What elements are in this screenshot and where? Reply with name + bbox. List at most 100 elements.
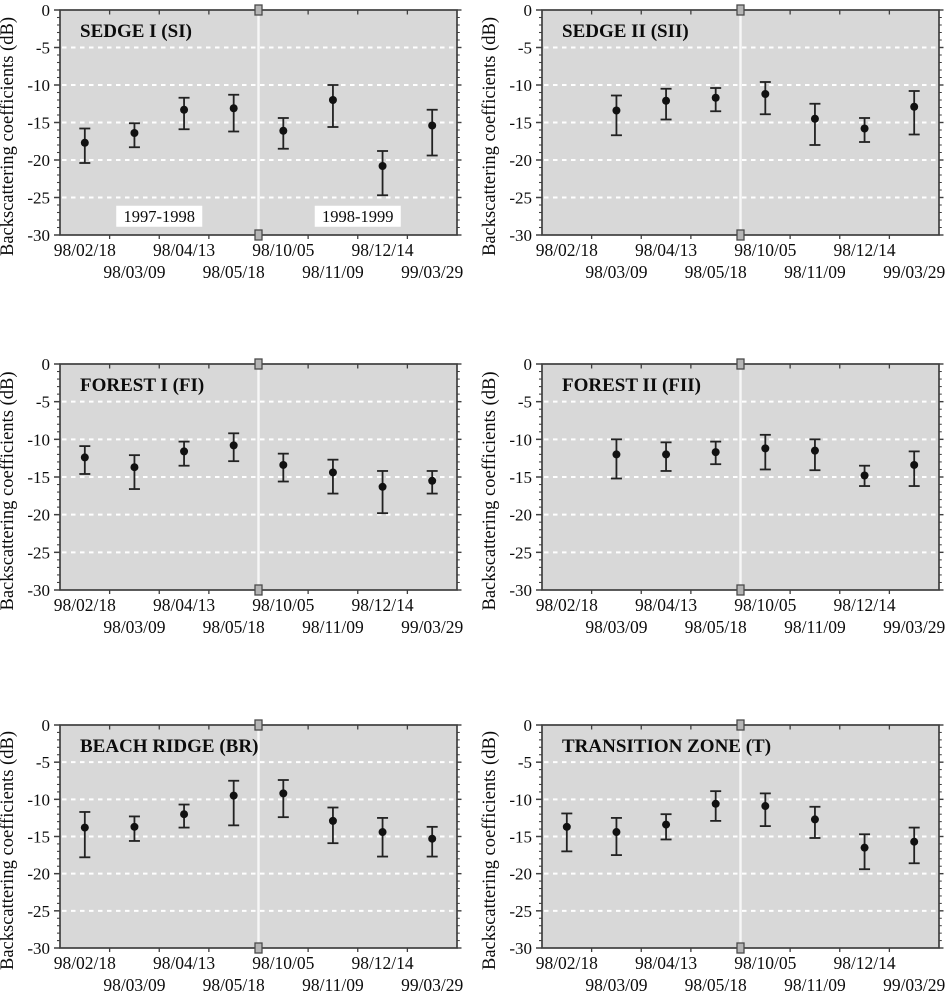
data-point bbox=[378, 162, 387, 170]
error-bar bbox=[610, 817, 622, 856]
y-tick-label: -25 bbox=[27, 543, 50, 562]
x-tick-label: 98/11/09 bbox=[302, 975, 364, 995]
x-tick-label: 98/03/09 bbox=[585, 617, 647, 637]
y-tick-label: 0 bbox=[524, 716, 533, 735]
data-point bbox=[810, 815, 819, 824]
annotation-label: 1998-1999 bbox=[322, 207, 394, 226]
data-point bbox=[378, 482, 387, 491]
chart-title: BEACH RIDGE (BR) bbox=[80, 736, 258, 757]
x-tick-label: 98/12/14 bbox=[351, 240, 413, 260]
y-tick-label: -10 bbox=[27, 790, 50, 809]
data-point bbox=[662, 96, 671, 105]
y-tick-label: -25 bbox=[27, 902, 50, 921]
y-tick-label: -15 bbox=[509, 828, 532, 847]
x-tick-label: 98/02/18 bbox=[54, 595, 116, 615]
chart-title: TRANSITION ZONE (T) bbox=[562, 736, 771, 757]
chart-forest-i-fi: FOREST I (FI) 0 -5 -10 -15 -20 -25 -30 Backscatt… bbox=[0, 355, 464, 637]
y-tick-label: -25 bbox=[509, 543, 532, 562]
y-tick-label: -20 bbox=[509, 151, 532, 170]
y-axis-label: Backscattering coefficients (dB) bbox=[480, 731, 500, 970]
x-tick-label: 98/05/18 bbox=[685, 262, 747, 282]
data-point bbox=[860, 471, 869, 480]
data-point bbox=[562, 822, 571, 831]
axis-break-icon bbox=[254, 358, 263, 370]
x-tick-label: 98/03/09 bbox=[103, 975, 165, 995]
error-bar bbox=[277, 779, 289, 819]
y-tick-label: -5 bbox=[518, 39, 532, 58]
axis-break-icon bbox=[736, 4, 745, 16]
y-tick-label: -5 bbox=[518, 393, 532, 412]
error-bar bbox=[228, 779, 240, 827]
data-point bbox=[761, 90, 770, 98]
data-point bbox=[711, 799, 720, 808]
chart-title: SEDGE I (SI) bbox=[80, 21, 192, 42]
x-tick-label: 98/12/14 bbox=[833, 953, 895, 973]
error-bar bbox=[128, 454, 140, 490]
x-tick-label: 99/03/29 bbox=[401, 975, 463, 995]
y-tick-label: -30 bbox=[27, 226, 50, 245]
x-tick-label: 99/03/29 bbox=[883, 262, 945, 282]
data-point bbox=[80, 453, 89, 462]
error-bar bbox=[327, 458, 339, 495]
y-tick-label: -30 bbox=[509, 581, 532, 600]
y-tick-label: -15 bbox=[27, 468, 50, 487]
error-bar bbox=[377, 150, 389, 197]
data-point bbox=[910, 102, 919, 111]
chart-beach-ridge-br: BEACH RIDGE (BR) 0 -5 -10 -15 -20 -25 -30 Backsc… bbox=[0, 716, 464, 995]
y-tick-label: -5 bbox=[36, 39, 50, 58]
data-point bbox=[279, 126, 288, 135]
data-point bbox=[130, 129, 139, 137]
x-tick-label: 98/04/13 bbox=[635, 240, 697, 260]
error-bar bbox=[228, 93, 240, 133]
x-tick-label: 98/03/09 bbox=[585, 262, 647, 282]
x-tick-label: 98/02/18 bbox=[536, 240, 598, 260]
y-tick-label: -25 bbox=[509, 902, 532, 921]
x-tick-label: 98/04/13 bbox=[153, 595, 215, 615]
x-tick-label: 98/10/05 bbox=[252, 595, 314, 615]
x-tick-label: 99/03/29 bbox=[401, 262, 463, 282]
x-tick-label: 98/02/18 bbox=[54, 953, 116, 973]
data-point bbox=[180, 447, 189, 456]
y-tick-label: 0 bbox=[42, 355, 51, 374]
y-axis-label: Backscattering coefficients (dB) bbox=[0, 17, 18, 256]
data-point bbox=[662, 820, 671, 829]
x-tick-label: 98/10/05 bbox=[252, 240, 314, 260]
error-bar bbox=[610, 438, 622, 480]
y-tick-label: -30 bbox=[27, 581, 50, 600]
y-tick-label: 0 bbox=[42, 716, 51, 735]
x-tick-label: 98/03/09 bbox=[103, 262, 165, 282]
x-tick-label: 98/12/14 bbox=[351, 595, 413, 615]
y-axis-label: Backscattering coefficients (dB) bbox=[480, 371, 500, 610]
data-point bbox=[910, 460, 919, 469]
chart-forest-ii-fii: FOREST II (FII) 0 -5 -10 -15 -20 -25 -30 Backsca… bbox=[480, 355, 946, 637]
x-tick-label: 98/05/18 bbox=[685, 617, 747, 637]
x-tick-label: 98/10/05 bbox=[252, 953, 314, 973]
data-point bbox=[711, 93, 720, 102]
x-tick-label: 98/05/18 bbox=[203, 617, 265, 637]
x-tick-label: 98/11/09 bbox=[784, 262, 846, 282]
error-bar bbox=[327, 806, 339, 845]
y-axis-label: Backscattering coefficients (dB) bbox=[480, 17, 500, 256]
data-point bbox=[130, 822, 139, 831]
x-tick-label: 99/03/29 bbox=[883, 975, 945, 995]
error-bar bbox=[79, 811, 91, 859]
x-tick-label: 98/12/14 bbox=[351, 953, 413, 973]
axis-break-icon bbox=[736, 584, 745, 596]
data-point bbox=[378, 828, 387, 837]
y-tick-label: -15 bbox=[27, 114, 50, 133]
y-tick-label: -15 bbox=[509, 468, 532, 487]
data-point bbox=[328, 96, 337, 104]
y-tick-label: -30 bbox=[509, 226, 532, 245]
y-tick-label: -20 bbox=[27, 151, 50, 170]
axis-break-icon bbox=[736, 719, 745, 731]
data-point bbox=[612, 450, 621, 459]
y-tick-label: 0 bbox=[42, 1, 51, 20]
data-point bbox=[229, 104, 238, 113]
x-tick-label: 98/10/05 bbox=[734, 595, 796, 615]
y-tick-label: -20 bbox=[509, 865, 532, 884]
y-tick-label: -30 bbox=[27, 939, 50, 958]
data-point bbox=[328, 816, 337, 825]
y-tick-label: -10 bbox=[509, 430, 532, 449]
y-tick-label: -10 bbox=[27, 430, 50, 449]
